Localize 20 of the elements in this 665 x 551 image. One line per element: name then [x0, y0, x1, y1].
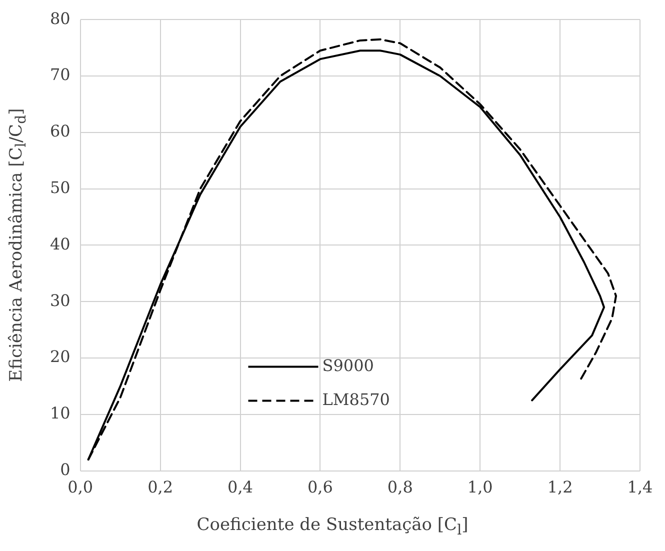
y-tick-label: 80	[50, 8, 70, 28]
y-tick-label: 30	[50, 290, 70, 310]
x-axis-title: Coeficiente de Sustentação [C$_{l}$]	[196, 515, 470, 538]
x-tick-label: 0,8	[387, 478, 413, 497]
x-tick-label: 0,2	[148, 478, 174, 497]
legend-label: S9000	[322, 356, 374, 375]
x-tick-label: 1,0	[467, 478, 493, 497]
y-tick-label: 70	[50, 65, 70, 84]
y-tick-label: 0	[60, 460, 70, 479]
x-tick-label: 0,4	[228, 478, 253, 497]
y-tick-label: 10	[50, 404, 70, 423]
y-tick-label: 40	[50, 234, 70, 254]
x-tick-label: 0,6	[307, 478, 333, 497]
y-tick-label: 20	[50, 347, 70, 366]
x-tick-label: 0,0	[68, 478, 94, 497]
y-tick-label: 60	[50, 122, 70, 141]
legend-label: LM8570	[322, 390, 390, 409]
x-tick-label: 1,4	[627, 478, 653, 497]
x-tick-label: 1,2	[547, 478, 573, 497]
y-tick-label: 50	[50, 178, 70, 197]
